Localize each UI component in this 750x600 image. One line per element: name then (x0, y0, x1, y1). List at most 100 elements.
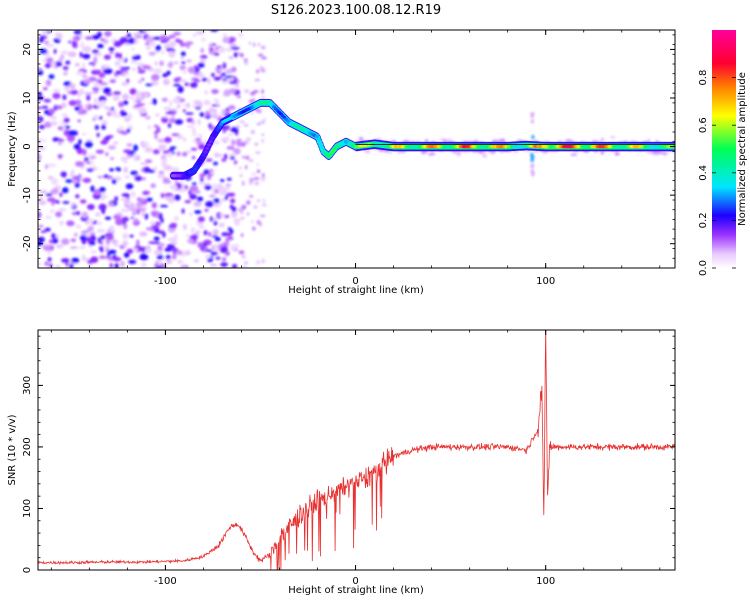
spectrogram-halo-blob (601, 138, 604, 141)
spectrogram-noise-blob (253, 205, 258, 209)
snr-y-tick-label: 300 (22, 376, 33, 395)
spectrogram-noise-blob (55, 211, 63, 218)
chart-title: S126.2023.100.08.12.R19 (271, 3, 441, 18)
spectrogram-noise-blob (248, 181, 253, 185)
spectrogram-noise-blob (51, 178, 59, 185)
spectrogram-noise-blob (152, 166, 158, 171)
spectrogram-noise-blob (128, 37, 135, 42)
spectrogram-noise-blob (118, 53, 123, 59)
spectrogram-noise-blob (261, 89, 264, 94)
spectrogram-noise-blob (199, 112, 205, 117)
spectrogram-noise-blob (230, 46, 240, 50)
spectrogram-noise-blob (69, 263, 74, 268)
spectrogram-noise-blob (105, 152, 109, 157)
spectrogram-noise-blob (66, 220, 75, 227)
snr-x-tick-label: 0 (352, 576, 358, 587)
spectrogram-noise-blob (108, 145, 116, 150)
snr-x-ticks: -100 0 100 (50, 330, 661, 587)
spectrogram-noise-blob (38, 116, 44, 123)
spectrogram-noise-blob (47, 197, 56, 202)
spectrogram-noise-blob (96, 221, 103, 226)
spectrogram-noise-blob (222, 257, 227, 262)
spectrogram-noise-blob (245, 165, 248, 170)
spectrogram-noise-blob (236, 95, 241, 99)
spectrogram-noise-blob (166, 70, 171, 75)
snr-x-tick-label: -100 (154, 576, 177, 587)
spectrogram-noise-blob (168, 117, 177, 124)
spectrogram-noise-blob (196, 196, 204, 202)
spectrogram-noise-blob (221, 232, 230, 237)
spectrogram-noise-blob (38, 111, 41, 116)
spectrogram-noise-blob (86, 161, 91, 164)
spectrogram-noise-blob (141, 77, 145, 81)
spectrogram-noise-blob (122, 240, 128, 247)
spectrogram-noise-blob (61, 238, 70, 245)
spectrogram-noise-blob (77, 119, 81, 123)
spectrogram-noise-blob (103, 106, 111, 110)
spectrogram-noise-blob (195, 31, 205, 35)
spectrogram-noise-blob (100, 38, 105, 41)
spectrogram-noise-blob (145, 83, 153, 87)
spectrogram-noise-blob (42, 243, 51, 247)
spectrogram-noise-blob (161, 98, 168, 102)
spectrogram-noise-blob (200, 55, 208, 59)
spectrogram-noise-blob (38, 142, 42, 146)
spectrogram-noise-blob (77, 110, 87, 115)
spectrogram-noise-blob (84, 141, 93, 148)
spectrogram-noise (38, 30, 267, 268)
spectrogram-noise-blob (191, 182, 197, 186)
spectrogram-noise-blob (172, 61, 179, 64)
spectrogram-noise-blob (85, 231, 92, 238)
spectrogram-noise-blob (158, 144, 167, 151)
spectrogram-noise-blob (44, 62, 52, 69)
spectrogram-noise-blob (101, 191, 106, 197)
spectrogram-noise-blob (253, 42, 256, 47)
spectrogram-noise-blob (98, 203, 107, 211)
spectrogram-noise-blob (261, 45, 266, 50)
spectrogram-noise-blob (72, 176, 80, 179)
spectrogram-noise-blob (38, 262, 42, 266)
spectrogram-y-tick-label: 20 (22, 43, 33, 56)
spectrogram-noise-blob (197, 242, 206, 249)
spectrogram-noise-blob (181, 61, 186, 64)
spectrogram-noise-blob (186, 238, 194, 244)
spectrogram-noise-blob (51, 233, 56, 239)
spectrogram-noise-blob (197, 216, 205, 223)
spectrogram-noise-blob (62, 201, 70, 204)
spectrogram-noise-blob (101, 124, 106, 130)
spectrogram-noise-blob (38, 146, 46, 150)
spectrogram-noise-blob (204, 90, 209, 95)
spectrogram-noise-blob (233, 218, 241, 223)
spectrogram-noise-blob (120, 260, 125, 268)
ridge-core-blob (210, 136, 215, 140)
spectrogram-noise-blob (145, 115, 151, 120)
spectrogram-noise-blob (186, 124, 195, 128)
spectrogram-noise-blob (146, 197, 153, 202)
spectrogram-noise-blob (184, 250, 191, 256)
spectrogram-noise-blob (214, 68, 220, 71)
spectrogram-noise-blob (193, 259, 199, 263)
spectrogram-noise-blob (90, 256, 99, 264)
spectrogram-noise-blob (99, 187, 106, 193)
spectrogram-noise-blob (44, 164, 49, 170)
spectrogram-noise-blob (210, 263, 218, 267)
spectrogram-noise-blob (255, 108, 259, 112)
spectrogram-noise-blob (134, 175, 143, 182)
spectrogram-noise-blob (205, 110, 210, 117)
spectrogram-noise-blob (166, 243, 176, 250)
spectrogram-noise-blob (44, 261, 49, 267)
spectrogram-noise-blob (38, 106, 43, 110)
spectrogram-noise-blob (244, 261, 248, 264)
spectrogram-noise-blob (150, 221, 156, 226)
spectrogram-noise-blob (254, 181, 259, 186)
spectrogram-noise-blob (52, 92, 61, 100)
spectrogram-noise-blob (52, 88, 61, 93)
spectrogram-spike-blob (531, 172, 535, 177)
spectrogram-noise-blob (241, 155, 248, 159)
spectrogram-noise-blob (95, 212, 101, 217)
spectrogram-noise-blob (182, 137, 187, 142)
ridge-core-blob (314, 134, 319, 139)
spectrogram-noise-blob (221, 80, 229, 84)
spectrogram-noise-blob (184, 82, 189, 86)
spectrogram-noise-blob (260, 177, 266, 182)
